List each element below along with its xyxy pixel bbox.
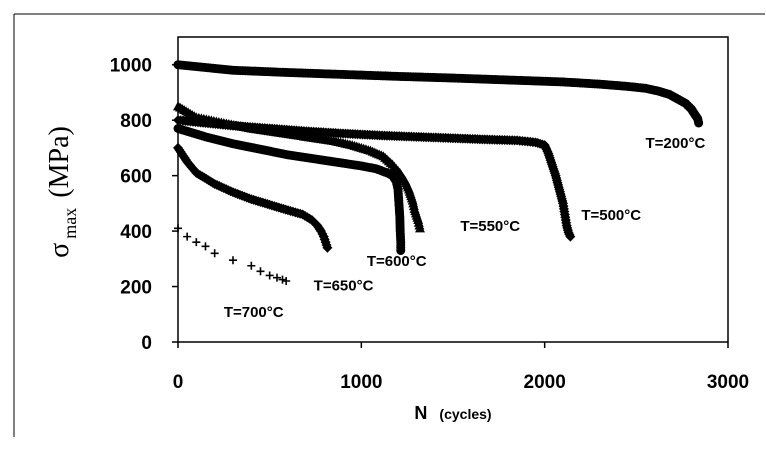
x-axis-label: N (cycles) <box>414 403 491 423</box>
series-annotation: T=600°C <box>367 253 427 270</box>
data-point <box>192 238 201 247</box>
y-axis-label: σ max (MPa) <box>44 126 80 258</box>
data-point <box>282 277 291 285</box>
data-point <box>265 271 274 280</box>
data-point <box>322 242 333 253</box>
data-point <box>273 273 281 282</box>
data-point <box>694 118 704 128</box>
plot-frame <box>177 36 729 343</box>
x-axis-label-unit: (cycles) <box>439 406 491 422</box>
series-annotation: T=200°C <box>646 135 706 152</box>
data-point <box>229 256 237 265</box>
series-annotation: T=700°C <box>224 304 284 321</box>
axis-ticks: 0 200 400 600 800 1000 0 1000 2000 3000 <box>110 56 749 393</box>
data-point <box>210 249 219 258</box>
series-annotation: T=550°C <box>460 218 520 235</box>
data-series <box>173 60 704 285</box>
series-T=650°C <box>173 142 333 253</box>
plot-area <box>177 36 729 343</box>
data-point <box>247 261 256 270</box>
series-T=700°C <box>174 224 291 285</box>
y-tick-label: 600 <box>120 167 152 188</box>
series-annotation: T=500°C <box>581 207 641 224</box>
series-T=550°C <box>173 101 425 233</box>
y-tick-label: 0 <box>141 333 152 354</box>
data-point <box>396 246 406 255</box>
y-tick-label: 400 <box>120 222 152 243</box>
data-point <box>278 275 287 284</box>
x-tick-label: 3000 <box>707 372 749 393</box>
data-point <box>565 231 576 242</box>
data-point <box>415 223 425 233</box>
data-point <box>201 242 210 251</box>
x-tick-label: 2000 <box>524 372 566 393</box>
x-axis-label-main: N <box>414 403 427 423</box>
annotations: T=200°C T=500°C T=550°C T=600°C T=650°C T=700… <box>224 135 706 321</box>
y-tick-label: 200 <box>120 278 152 299</box>
x-tick-label: 1000 <box>340 372 382 393</box>
series-T=600°C <box>173 124 406 255</box>
y-axis-label-unit: (MPa) <box>44 126 75 198</box>
x-tick-label: 0 <box>173 372 184 393</box>
y-axis-label-symbol: σ <box>44 243 75 258</box>
y-axis-label-subscript: max <box>60 208 80 239</box>
series-annotation: T=650°C <box>314 278 374 295</box>
y-tick-label: 1000 <box>110 56 152 77</box>
series-T=200°C <box>173 60 704 128</box>
y-tick-label: 800 <box>120 111 152 132</box>
data-point <box>183 232 192 241</box>
data-point <box>256 267 265 276</box>
data-point <box>174 224 182 233</box>
